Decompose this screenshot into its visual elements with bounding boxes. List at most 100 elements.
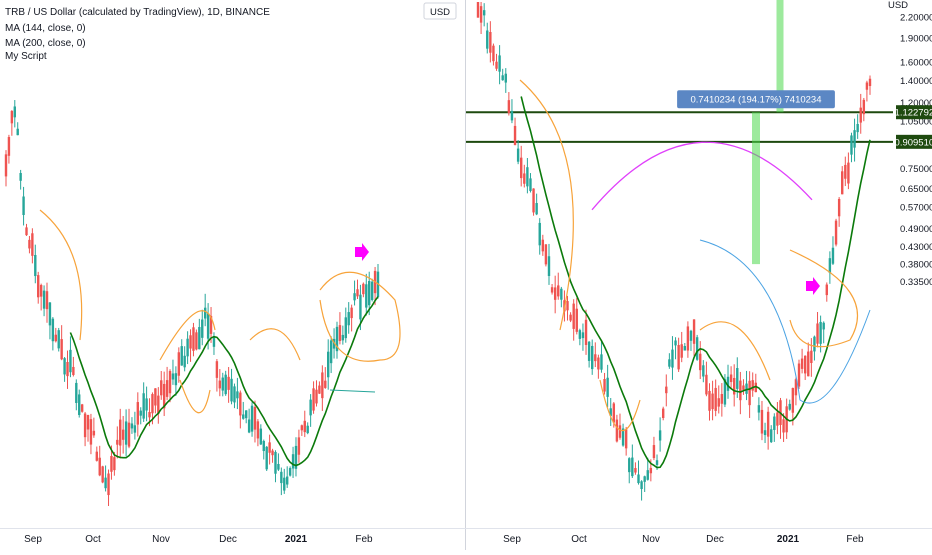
candle-body	[825, 284, 828, 296]
candle-body	[368, 281, 371, 306]
y-tick-label: 0.3800000	[900, 259, 932, 270]
candle-body	[708, 390, 711, 411]
candle-body	[754, 382, 757, 393]
candle-body	[356, 289, 359, 297]
candle-body	[344, 317, 347, 339]
candle-body	[57, 330, 60, 349]
candle-body	[285, 476, 289, 485]
candle-body	[575, 308, 578, 332]
candle-body	[230, 378, 233, 402]
candle-body	[13, 106, 16, 118]
candle-body	[668, 359, 671, 367]
candle-body	[133, 425, 137, 433]
candle-body	[714, 387, 717, 411]
candle-body	[60, 339, 63, 360]
candle-body	[353, 293, 356, 301]
x-tick-label: Dec	[219, 534, 237, 545]
candle-body	[124, 421, 128, 445]
measure-label-box	[677, 90, 835, 109]
candle-body	[244, 410, 248, 419]
candle-body	[649, 467, 653, 474]
arc-swing	[159, 310, 216, 361]
candle-body	[160, 380, 163, 396]
candle-body	[34, 254, 37, 277]
candle-body	[486, 30, 489, 49]
measure-bar	[776, 0, 784, 113]
candle-body	[239, 392, 242, 416]
moving-average-line	[69, 296, 379, 467]
candle-body	[699, 353, 702, 371]
candle-body	[198, 327, 201, 350]
candle-body	[482, 10, 486, 16]
x-tick-label: Feb	[846, 534, 864, 545]
x-tick-label: Oct	[571, 534, 587, 545]
arc-swing	[519, 79, 574, 331]
arc-swing	[599, 379, 641, 432]
candle-body	[600, 354, 603, 370]
candle-body	[628, 458, 631, 473]
candle-body	[634, 468, 637, 473]
candle-body	[557, 285, 560, 297]
candle-body	[702, 365, 705, 377]
candle-body	[587, 341, 591, 361]
candle-body	[569, 314, 572, 321]
candle-body	[280, 471, 283, 484]
candle-body	[83, 413, 87, 438]
candle-body	[680, 344, 683, 358]
candle-body	[227, 376, 230, 390]
candle-body	[359, 294, 362, 320]
price-badge	[896, 105, 932, 120]
candle-body	[794, 379, 798, 396]
moving-average-line	[520, 96, 871, 469]
candle-body	[495, 61, 498, 69]
candle-body	[615, 419, 619, 442]
candle-body	[591, 345, 594, 370]
y-tick-label: 1.9000000	[900, 33, 932, 44]
candle-body	[19, 173, 22, 181]
candle-body	[862, 99, 866, 115]
candle-body	[365, 284, 368, 308]
candle-body	[736, 368, 739, 389]
candle-body	[10, 110, 14, 124]
x-tick-label: 2021	[285, 534, 308, 545]
candle-body	[370, 281, 374, 301]
candle-body	[507, 100, 511, 114]
candle-body	[201, 319, 204, 338]
currency-label: USD	[430, 7, 450, 18]
candle-body	[186, 338, 189, 357]
candle-body	[224, 374, 227, 395]
candle-body	[674, 340, 677, 346]
y-tick-label: 0.7500000	[900, 164, 932, 175]
candle-body	[148, 412, 151, 418]
candle-body	[865, 82, 869, 90]
left-currency-button[interactable]: USD	[423, 2, 457, 20]
candle-body	[532, 188, 535, 213]
candle-body	[101, 466, 104, 483]
candle-body	[643, 476, 646, 482]
candle-body	[757, 405, 761, 413]
candle-body	[803, 355, 807, 374]
candle-body	[39, 284, 43, 297]
candle-body	[763, 430, 767, 436]
arrow-marker	[806, 277, 820, 295]
x-tick-label: Sep	[503, 534, 521, 545]
candle-body	[770, 429, 773, 443]
candle-body	[165, 380, 169, 397]
x-tick-label: Dec	[706, 534, 724, 545]
candle-body	[151, 394, 154, 414]
candle-body	[291, 454, 295, 469]
candle-body	[513, 125, 517, 146]
candle-body	[742, 385, 745, 390]
arc-teal	[329, 389, 376, 393]
candle-body	[822, 322, 825, 330]
currency-button-frame	[423, 2, 457, 20]
candle-body	[504, 73, 507, 83]
y-tick-label: 1.4000000	[900, 76, 932, 87]
candle-body	[621, 428, 625, 446]
candle-body	[640, 481, 643, 490]
candle-body	[259, 428, 263, 445]
x-tick-label: Sep	[24, 534, 42, 545]
candle-body	[347, 312, 350, 326]
candle-body	[321, 372, 324, 399]
